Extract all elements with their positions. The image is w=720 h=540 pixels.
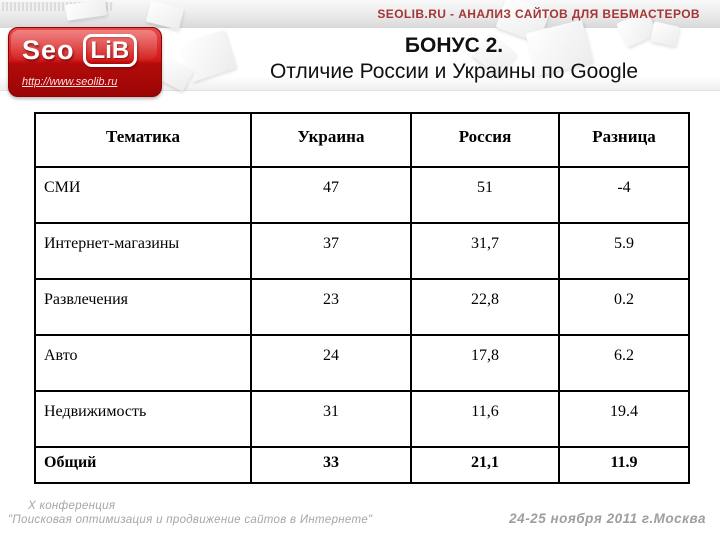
table-cell: 22,8 bbox=[410, 278, 560, 336]
site-tagline: SEOLIB.RU - АНАЛИЗ САЙТОВ ДЛЯ ВЕБМАСТЕРО… bbox=[377, 7, 700, 21]
conference-line-1: X конференция bbox=[28, 500, 116, 512]
date-location: 24-25 ноября 2011 г.Москва bbox=[509, 511, 706, 526]
table-row: СМИ 47 51 -4 bbox=[34, 166, 690, 224]
conference-line-2: "Поисковая оптимизация и продвижение сай… bbox=[8, 514, 373, 526]
table-row: Развлечения 23 22,8 0.2 bbox=[34, 278, 690, 336]
table-cell: 11.9 bbox=[558, 446, 690, 484]
logo-wordmark: Seo LiB bbox=[22, 34, 138, 67]
table-cell: 51 bbox=[410, 166, 560, 224]
table-cell: 21,1 bbox=[410, 446, 560, 484]
comparison-table: Тематика Украина Россия Разница СМИ 47 5… bbox=[34, 112, 690, 484]
table-row: Недвижимость 31 11,6 19.4 bbox=[34, 390, 690, 448]
table-cell: 11,6 bbox=[410, 390, 560, 448]
slide-title: БОНУС 2. Отличие России и Украины по Goo… bbox=[188, 33, 720, 85]
table-cell: 37 bbox=[250, 222, 412, 280]
table-cell: 33 bbox=[250, 446, 412, 484]
column-header-diff: Разница bbox=[558, 112, 690, 168]
table-row: Интернет-магазины 37 31,7 5.9 bbox=[34, 222, 690, 280]
logo-url-link[interactable]: http://www.seolib.ru bbox=[22, 76, 118, 88]
table-cell: СМИ bbox=[34, 166, 252, 224]
table-cell: 0.2 bbox=[558, 278, 690, 336]
column-header-russia: Россия bbox=[410, 112, 560, 168]
table-header-row: Тематика Украина Россия Разница bbox=[34, 112, 690, 168]
logo-text-seo: Seo bbox=[22, 35, 75, 65]
barcode-texture bbox=[2, 2, 114, 11]
table-cell: -4 bbox=[558, 166, 690, 224]
table-cell: Интернет-магазины bbox=[34, 222, 252, 280]
table-cell: 19.4 bbox=[558, 390, 690, 448]
table-cell: 47 bbox=[250, 166, 412, 224]
table-row-total: Общий 33 21,1 11.9 bbox=[34, 446, 690, 484]
title-line-1: БОНУС 2. bbox=[404, 34, 504, 57]
table-cell: 5.9 bbox=[558, 222, 690, 280]
table-cell: 31 bbox=[250, 390, 412, 448]
table-cell: 17,8 bbox=[410, 334, 560, 392]
table-cell: Авто bbox=[34, 334, 252, 392]
table-cell: Недвижимость bbox=[34, 390, 252, 448]
table-cell: 24 bbox=[250, 334, 412, 392]
column-header-topic: Тематика bbox=[34, 112, 252, 168]
title-line-2: Отличие России и Украины по Google bbox=[269, 60, 639, 83]
table-cell: 31,7 bbox=[410, 222, 560, 280]
conference-note: X конференция "Поисковая оптимизация и п… bbox=[8, 499, 372, 527]
column-header-ukraine: Украина bbox=[250, 112, 412, 168]
logo-text-lib: LiB bbox=[82, 34, 138, 67]
table-cell: Общий bbox=[34, 446, 252, 484]
table-cell: Развлечения bbox=[34, 278, 252, 336]
table-cell: 23 bbox=[250, 278, 412, 336]
table-row: Авто 24 17,8 6.2 bbox=[34, 334, 690, 392]
table-cell: 6.2 bbox=[558, 334, 690, 392]
seolib-logo: Seo LiB http://www.seolib.ru bbox=[8, 27, 162, 97]
